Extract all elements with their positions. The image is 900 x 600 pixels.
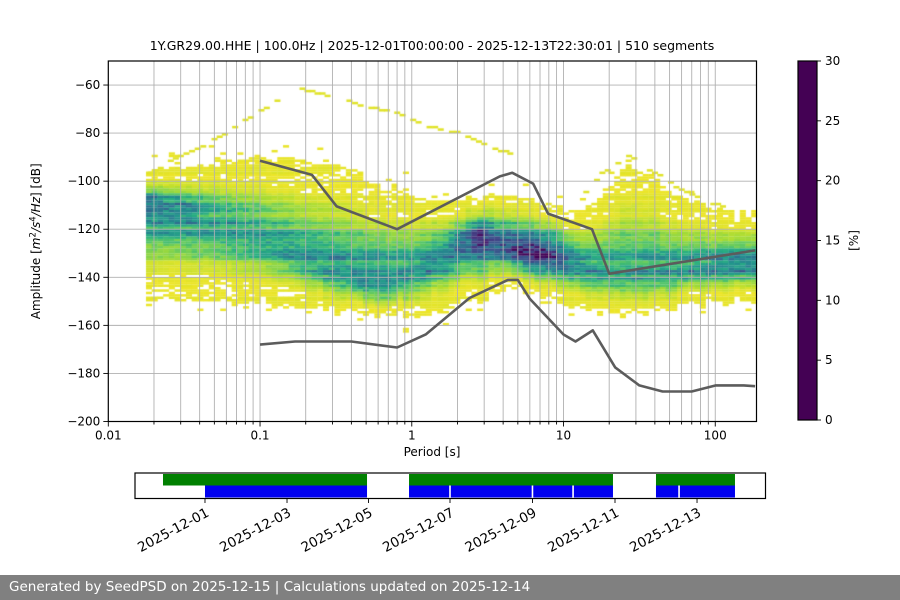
y-tick-label: −200 xyxy=(67,415,100,429)
timeline-data-availability-segment xyxy=(204,485,368,498)
y-axis-label: Amplitude [m2/s4/Hz] [dB] xyxy=(29,163,44,319)
x-tick-label: 0.1 xyxy=(250,429,269,443)
timeline-segment-separator xyxy=(572,485,574,498)
timeline-date-label: 2025-12-05 xyxy=(299,505,376,556)
colorbar-gradient xyxy=(798,61,817,420)
timeline-date-label: 2025-12-01 xyxy=(135,505,212,556)
status-bar-text: Generated by SeedPSD on 2025-12-15 | Cal… xyxy=(9,579,531,595)
y-tick-label: −120 xyxy=(67,222,100,236)
colorbar-tick-label: 15 xyxy=(825,234,840,248)
timeline-segment-separator xyxy=(678,485,680,498)
y-axis-label-text: Amplitude [m2/s4/Hz] [dB] xyxy=(29,163,44,319)
colorbar-tick-label: 20 xyxy=(825,174,840,188)
x-tick-label: 0.01 xyxy=(95,429,122,443)
timeline-date-label: 2025-12-13 xyxy=(627,505,704,556)
nlnm-noise-model-line xyxy=(259,278,756,393)
y-tick-label: −60 xyxy=(75,78,100,92)
timeline-date-label: 2025-12-09 xyxy=(463,505,540,556)
plot-frame xyxy=(107,60,758,423)
y-tick-label: −100 xyxy=(67,174,100,188)
colorbar-tick-label: 0 xyxy=(825,413,833,427)
x-axis-label: Period [s] xyxy=(404,445,461,459)
x-tick-label: 10 xyxy=(556,429,571,443)
axes: 0.01 0.1 1 10 100 −60 −80 −100 −120 −140 −160 −180 −… xyxy=(67,60,758,443)
colorbar: 0 5 10 15 20 25 30 [%] xyxy=(797,54,861,427)
timeline-psd-coverage-segment xyxy=(655,474,735,486)
nhnm-noise-model-line xyxy=(259,159,756,275)
plot-title: 1Y.GR29.00.HHE | 100.0Hz | 2025-12-01T00… xyxy=(150,38,715,53)
colorbar-tick-label: 10 xyxy=(825,293,840,307)
x-tick-label: 1 xyxy=(408,429,416,443)
timeline-date-label: 2025-12-11 xyxy=(545,505,622,556)
timeline-psd-coverage-segment xyxy=(409,474,613,486)
colorbar-tick-label: 30 xyxy=(825,54,840,68)
noise-model-lines xyxy=(259,159,756,393)
timeline-date-label: 2025-12-07 xyxy=(380,505,457,556)
y-tick-label: −160 xyxy=(67,318,100,332)
colorbar-tick-label: 25 xyxy=(825,114,840,128)
y-tick-label: −140 xyxy=(67,270,100,284)
x-tick-label: 100 xyxy=(704,429,727,443)
timeline-segment-separator xyxy=(531,485,534,498)
timeline-segment-separator xyxy=(449,485,451,498)
timeline-data-availability-segment xyxy=(409,485,613,498)
y-tick-label: −80 xyxy=(75,126,100,140)
timeline-date-label: 2025-12-03 xyxy=(217,505,294,556)
timeline-data-availability-segment xyxy=(655,485,735,498)
timeline-psd-coverage-segment xyxy=(162,474,368,486)
y-tick-label: −180 xyxy=(67,366,100,380)
grid xyxy=(108,61,757,422)
colorbar-axis-label: [%] xyxy=(847,230,861,251)
timeline-availability-bar: 2025-12-01 2025-12-03 2025-12-05 2025-12-07… xyxy=(134,472,767,556)
colorbar-tick-label: 5 xyxy=(825,353,833,367)
status-bar: Generated by SeedPSD on 2025-12-15 | Cal… xyxy=(0,575,900,600)
